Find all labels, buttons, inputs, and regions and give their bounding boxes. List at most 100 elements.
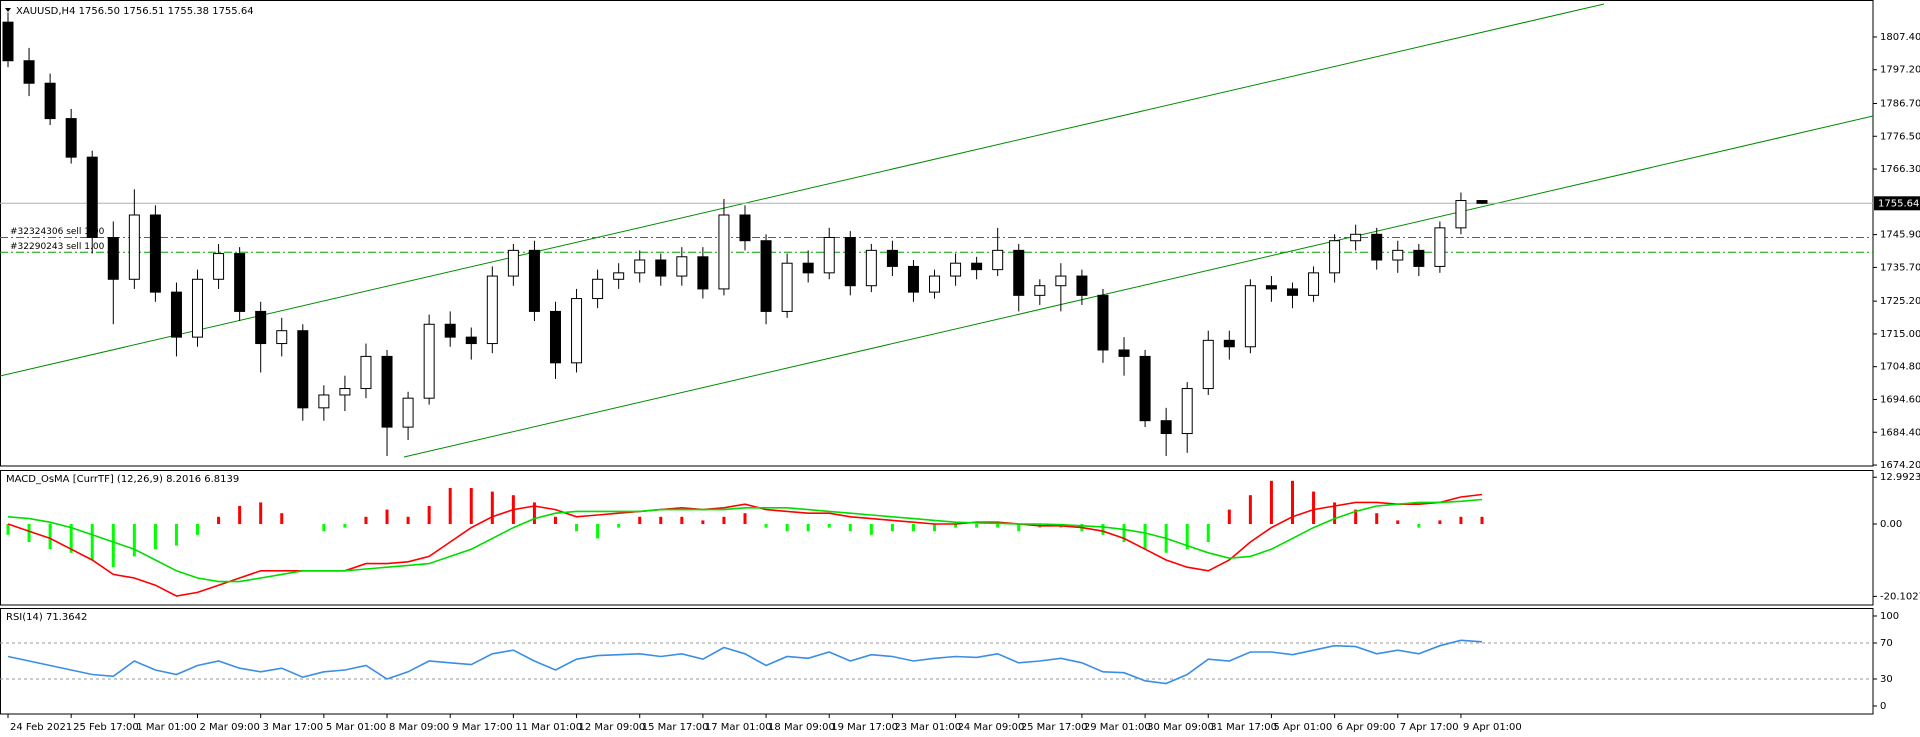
candle-body [465,336,477,345]
osma-bar [1417,524,1421,528]
candle-body [1392,249,1404,261]
candle-body [655,259,667,277]
candle-body [613,272,625,280]
candle-body [381,355,393,428]
osma-bar [764,524,768,528]
candle-body [1139,355,1151,422]
osma-bar [217,516,221,524]
osma-bar [1017,524,1021,532]
candle-body [444,323,456,338]
x-tick-label: 17 Mar 01:00 [705,722,772,733]
candle-body [1181,388,1193,435]
candle-body [1076,275,1088,296]
y-tick-label: 1735.70 [1880,262,1920,273]
candle-body [1202,339,1214,390]
x-tick-label: 9 Mar 17:00 [452,722,512,733]
candle-body [634,259,646,274]
x-tick-label: 19 Mar 17:00 [831,722,898,733]
candle-body [528,249,540,312]
x-tick-label: 18 Mar 09:00 [768,722,835,733]
osma-bar [1101,524,1105,535]
candle-body [1265,285,1277,290]
candle-body [486,275,498,345]
candle-body [549,310,561,364]
x-tick-label: 2 Mar 09:00 [200,722,260,733]
osma-bar [322,524,326,532]
candle-body [823,236,835,274]
x-tick-label: 12 Mar 09:00 [579,722,646,733]
macd-title: MACD_OsMA [CurrTF] (12,26,9) 8.2016 6.81… [6,474,239,485]
candle-body [2,21,14,62]
candle-body [718,214,730,290]
x-tick-label: 3 Mar 17:00 [263,722,323,733]
osma-bar [1185,524,1189,550]
osma-bar [575,524,579,532]
rsi-panel [0,608,1874,715]
candle-body [1034,285,1046,296]
candle-body [950,262,962,277]
candle-body [1286,288,1298,296]
channel-line [403,115,1874,458]
osma-bar [111,524,115,568]
y-tick-label: 30 [1880,674,1893,685]
candle-body [507,249,519,277]
current-price-box [1874,196,1920,211]
candle-body [844,236,856,287]
osma-bar [1206,524,1210,542]
x-tick-label: 8 Mar 09:00 [389,722,449,733]
candle-body [886,249,898,267]
x-tick-label: 5 Mar 01:00 [326,722,386,733]
osma-bar [490,491,494,524]
candle-body [1223,339,1235,348]
candle-body [213,253,225,280]
x-tick-label: 25 Feb 17:00 [73,722,139,733]
current-price-label: 1755.64 [1878,198,1919,209]
osma-bar [1375,513,1379,524]
osma-bar [364,516,368,524]
y-tick-label: 1797.20 [1880,65,1920,76]
candle-body [1118,349,1130,357]
osma-bar [1269,480,1273,524]
candle-body [992,249,1004,271]
candle-body [170,291,182,338]
osma-bar [238,506,242,524]
osma-bar [532,502,536,524]
candle-body [360,355,372,390]
candle-body [697,256,709,290]
x-tick-label: 24 Mar 09:00 [958,722,1025,733]
candle-body [971,262,983,271]
candle-body [571,298,583,364]
y-tick-label: 1704.80 [1880,362,1920,373]
osma-bar [1396,520,1400,524]
candle-body [128,214,140,280]
x-tick-label: 6 Apr 09:00 [1337,722,1396,733]
menu-arrow[interactable] [5,8,11,12]
y-tick-label: 1694.60 [1880,394,1920,405]
y-tick-label: 70 [1880,638,1893,649]
osma-bar [743,513,747,524]
y-tick-label: 1776.50 [1880,131,1920,142]
y-tick-label: 1807.40 [1880,32,1920,43]
y-tick-label: 0 [1880,701,1886,712]
y-tick-label: 12.9923 [1880,472,1920,483]
candle-body [234,253,246,312]
candle-body [149,214,161,293]
osma-bar [6,524,10,535]
osma-bar [174,524,178,546]
candle-body [592,278,604,300]
y-tick-label: 0.00 [1880,519,1902,530]
y-tick-label: 1786.70 [1880,98,1920,109]
candle-body [86,156,98,238]
candle-body [423,323,435,399]
macd-line [7,493,1483,597]
osma-bar [153,524,157,550]
osma-bar [996,524,1000,528]
candle-body [107,236,119,280]
osma-bar [1290,480,1294,524]
candle-body [276,330,288,345]
candle-body [1476,200,1488,204]
osma-bar [680,516,684,524]
osma-bar [280,513,284,524]
osma-bar [1333,502,1337,524]
